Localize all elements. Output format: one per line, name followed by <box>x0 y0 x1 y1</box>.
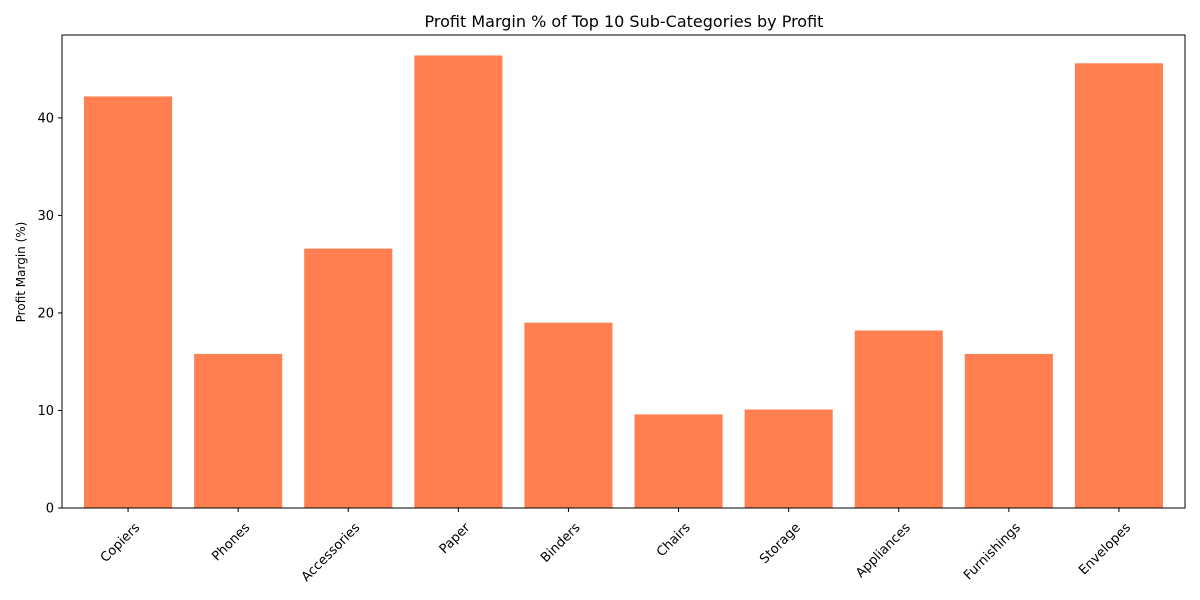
bar-furnishings <box>964 353 1053 508</box>
plot-frame <box>61 34 1186 509</box>
y-tick-label: 30 <box>37 209 54 224</box>
x-axis-ticks: Copiers Phones Accessories Paper Binders Chai… <box>98 508 1134 585</box>
x-tick-label: Copiers <box>98 520 143 565</box>
y-tick-label: 40 <box>37 111 54 126</box>
x-tick-label: Chairs <box>654 520 694 560</box>
x-tick-label: Phones <box>209 520 253 564</box>
bar-binders <box>524 322 613 508</box>
x-tick-label: Appliances <box>853 520 914 581</box>
bar-accessories <box>304 248 393 509</box>
y-tick-label: 20 <box>37 306 54 321</box>
x-tick-label: Storage <box>757 520 804 567</box>
y-tick-label: 0 <box>46 502 54 517</box>
y-axis-ticks: 0 10 20 30 40 <box>37 111 62 517</box>
x-tick-label: Paper <box>437 520 474 557</box>
y-tick-label: 10 <box>37 404 54 419</box>
bar-storage <box>744 409 833 508</box>
bar-phones <box>194 353 283 508</box>
x-tick-label: Envelopes <box>1076 520 1134 578</box>
y-axis-label: Profit Margin (%) <box>14 222 28 323</box>
chart-title: Profit Margin % of Top 10 Sub-Categories… <box>425 12 824 31</box>
x-tick-label: Furnishings <box>961 520 1024 583</box>
bars-layer <box>84 55 1163 509</box>
bar-chairs <box>634 414 723 508</box>
x-tick-label: Accessories <box>299 520 364 585</box>
x-tick-label: Binders <box>538 520 584 566</box>
bar-appliances <box>854 330 943 508</box>
bar-copiers <box>84 96 173 509</box>
bar-envelopes <box>1074 63 1163 509</box>
bar-paper <box>414 55 503 509</box>
